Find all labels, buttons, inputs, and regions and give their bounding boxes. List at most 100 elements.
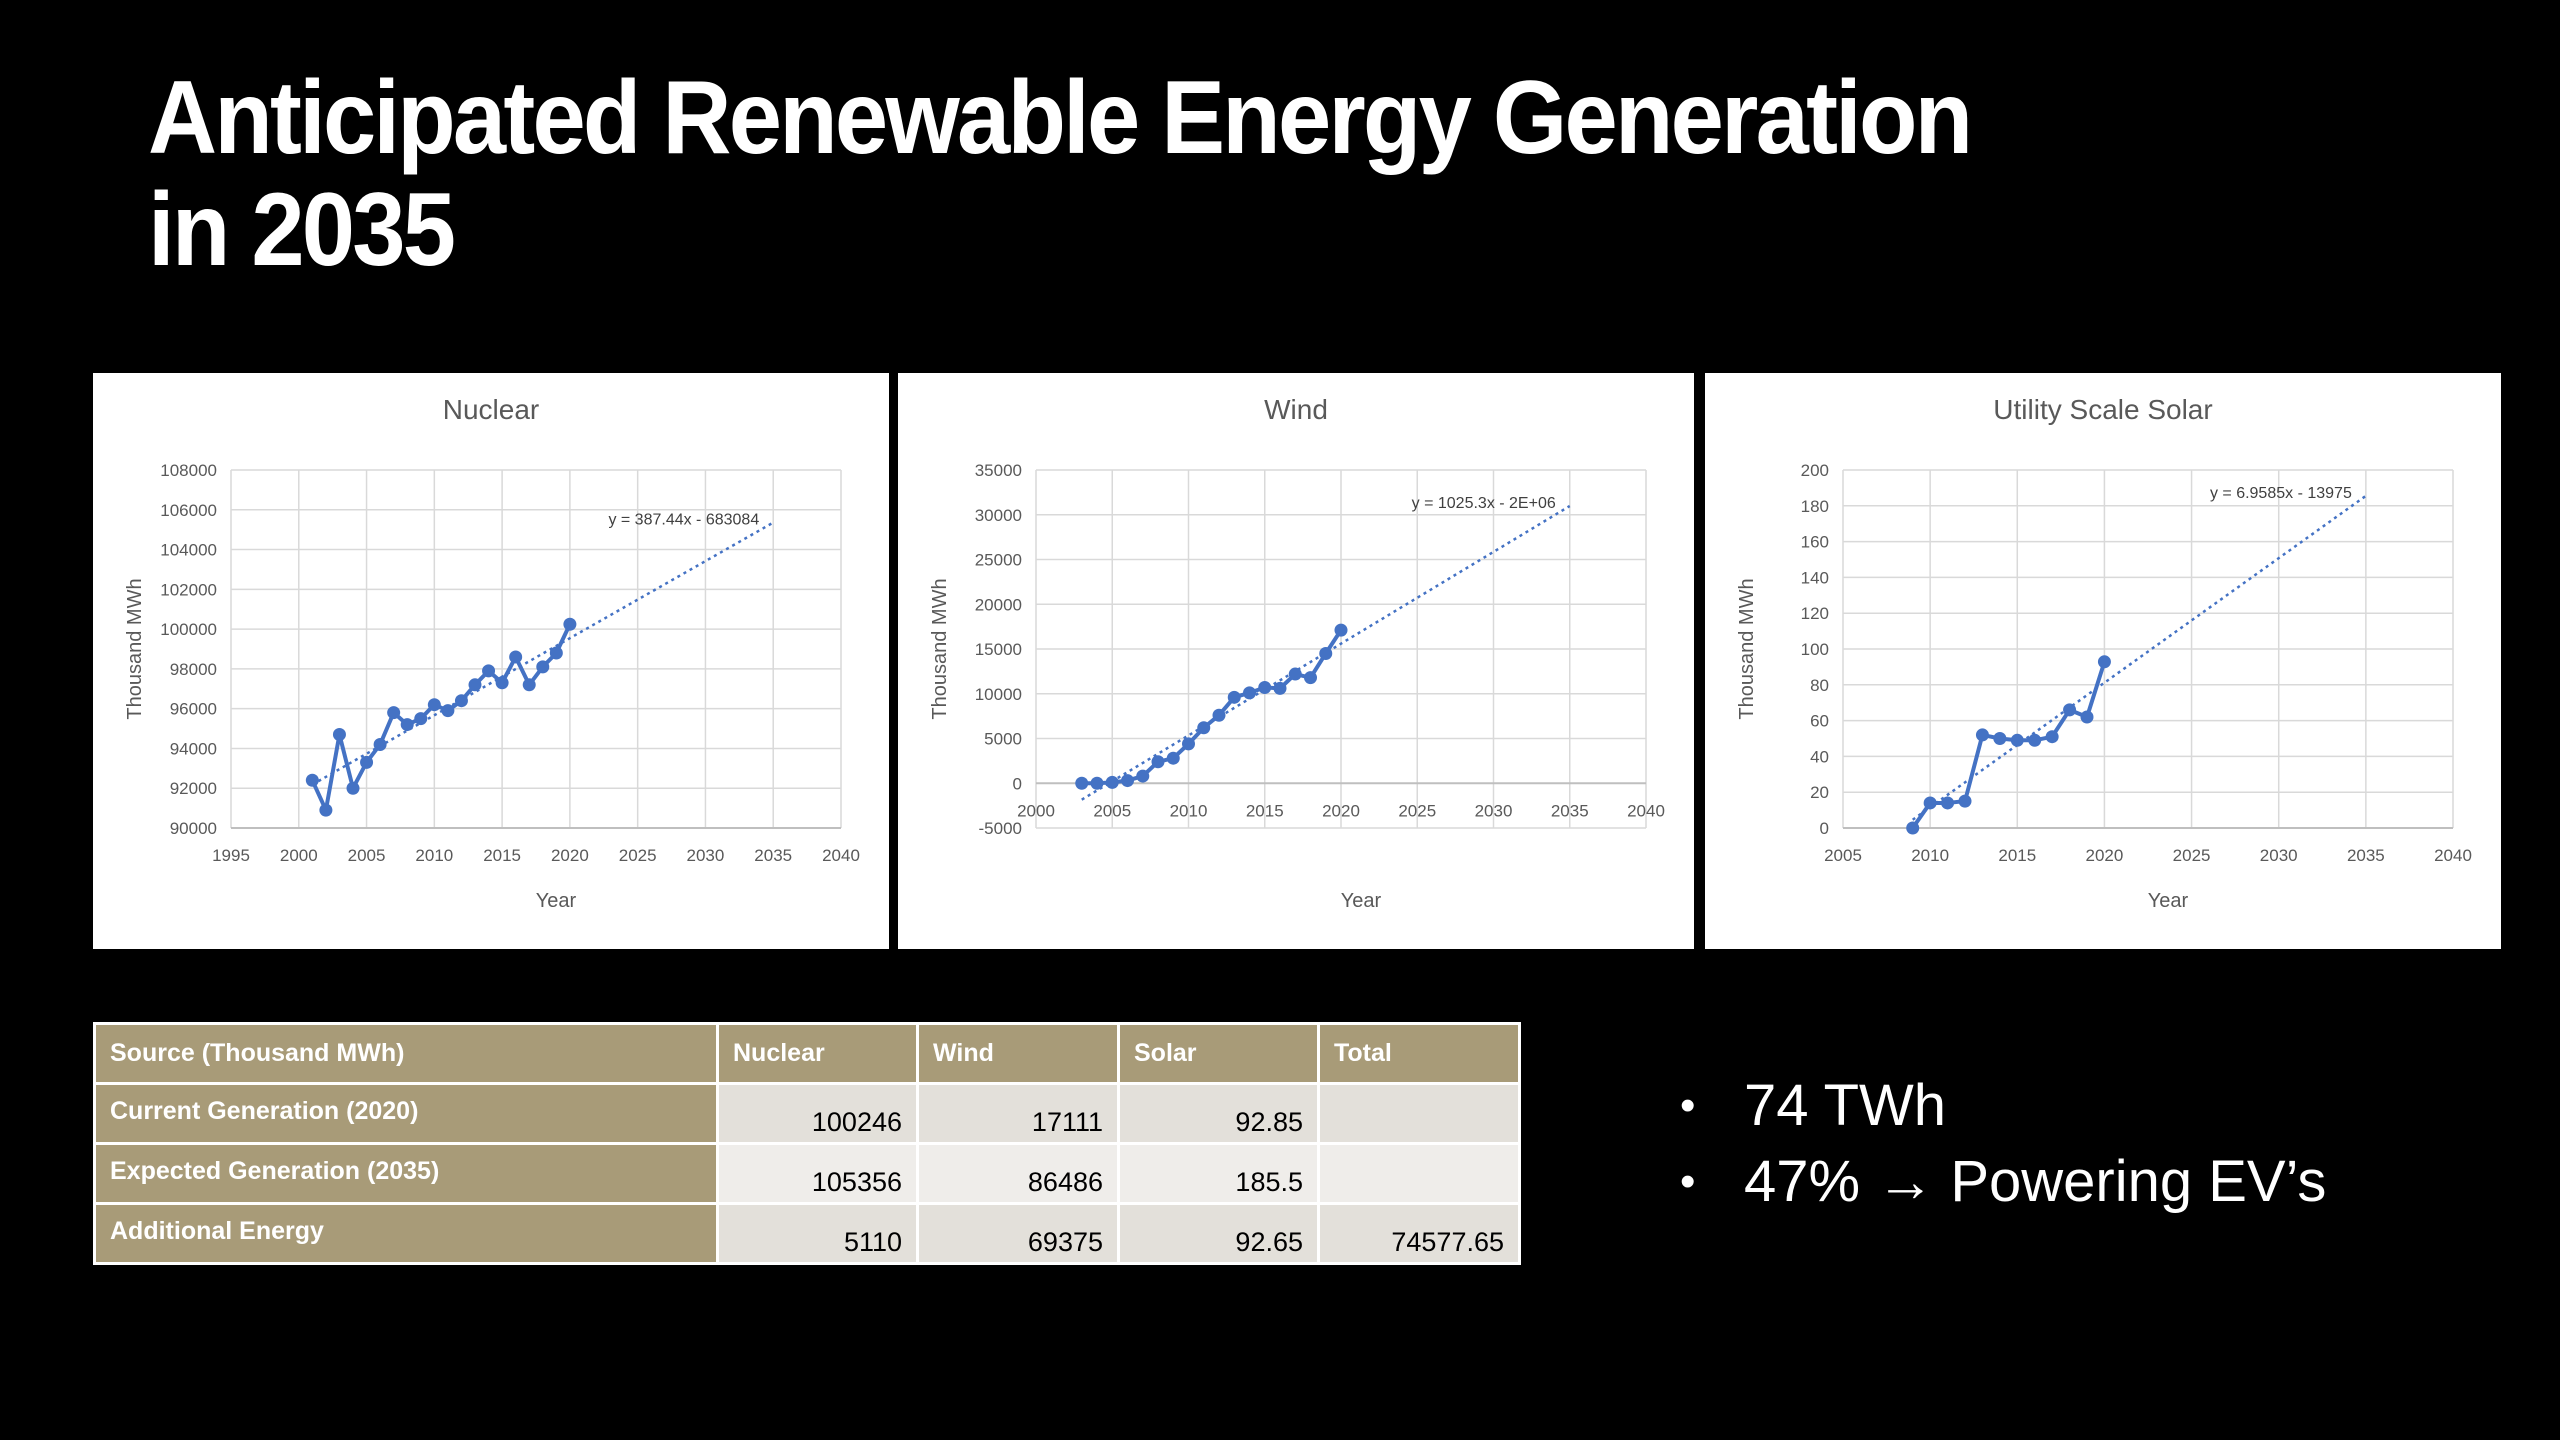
trendline — [1911, 494, 2367, 821]
bullet-text: 47% → Powering EV’s — [1744, 1149, 2327, 1214]
table-row: Current Generation (2020) 100246 17111 9… — [93, 1082, 1521, 1145]
y-tick-label: 140 — [1801, 568, 1829, 587]
data-point — [1197, 721, 1211, 735]
data-point — [2028, 733, 2042, 747]
series-line — [1081, 629, 1343, 786]
x-tick-label: 2035 — [2347, 846, 2385, 865]
x-tick-label: 2025 — [619, 846, 657, 865]
data-point — [2045, 730, 2059, 744]
table-cell: 92.85 — [1117, 1082, 1320, 1145]
y-axis-label: Thousand MWh — [929, 578, 951, 719]
slide-title-line-2: in 2035 — [148, 172, 456, 288]
y-tick-label: 106000 — [160, 501, 217, 520]
y-tick-label: 102000 — [160, 580, 217, 599]
table-cell: 100246 — [716, 1082, 919, 1145]
data-point — [1304, 671, 1317, 685]
bullet-item: • 47% → Powering EV’s — [1680, 1144, 2326, 1220]
y-axis-label: Thousand MWh — [124, 578, 146, 719]
data-point — [1182, 737, 1195, 751]
data-point — [360, 755, 374, 769]
chart-title: Utility Scale Solar — [1993, 394, 2212, 425]
y-tick-label: -5000 — [979, 819, 1022, 838]
chart-title: Wind — [1264, 394, 1328, 425]
y-tick-label: 35000 — [975, 461, 1022, 480]
x-tick-label: 2010 — [415, 846, 453, 865]
x-tick-label: 1995 — [212, 846, 250, 865]
solar-chart: Utility Scale Solar020406080100120140160… — [1736, 394, 2472, 912]
y-tick-label: 98000 — [170, 660, 217, 679]
data-point — [1243, 686, 1256, 700]
x-tick-label: 2040 — [1627, 801, 1665, 820]
bullet-text: 74 TWh — [1744, 1073, 1947, 1138]
x-tick-label: 2035 — [754, 846, 792, 865]
y-tick-label: 15000 — [975, 640, 1022, 659]
trendline-equation: y = 1025.3x - 2E+06 — [1412, 495, 1556, 512]
bullet-marker: • — [1680, 1081, 1696, 1130]
table-cell: 105356 — [716, 1142, 919, 1205]
data-point — [319, 803, 333, 817]
data-point — [2080, 710, 2094, 724]
data-point — [1993, 732, 2007, 745]
x-tick-label: 2015 — [1246, 801, 1284, 820]
table-header-nuclear: Nuclear — [716, 1022, 919, 1085]
table-row-label: Expected Generation (2035) — [93, 1142, 719, 1205]
x-tick-label: 2040 — [2434, 846, 2472, 865]
y-axis-label: Thousand MWh — [1736, 578, 1758, 719]
trendline — [311, 521, 774, 786]
data-point — [522, 678, 536, 692]
x-axis-label: Year — [1341, 890, 1382, 912]
table-header-total: Total — [1317, 1022, 1521, 1085]
y-tick-label: 30000 — [975, 506, 1022, 525]
x-tick-label: 2000 — [1017, 801, 1055, 820]
y-tick-label: 108000 — [160, 461, 217, 480]
wind-chart: Wind -5000 0 5000 10000 15000 20000 25000 30000 3… — [929, 394, 1665, 912]
y-tick-label: 0 — [1820, 819, 1829, 838]
data-point — [468, 678, 482, 692]
data-point — [509, 650, 523, 664]
data-point — [427, 698, 441, 712]
y-tick-label: 200 — [1801, 461, 1829, 480]
bullet-item: • 74 TWh — [1680, 1068, 2326, 1144]
data-point — [2097, 655, 2111, 669]
data-point — [1923, 796, 1937, 810]
x-tick-label: 2020 — [551, 846, 589, 865]
data-point — [400, 718, 414, 732]
table-cell — [1317, 1082, 1521, 1145]
data-point — [536, 660, 550, 674]
energy-table: Source (Thousand MWh) Nuclear Wind Solar… — [93, 1022, 1521, 1265]
slide-title: Anticipated Renewable Energy Generation … — [148, 62, 2172, 286]
data-point — [305, 773, 319, 787]
table-header-wind: Wind — [916, 1022, 1120, 1085]
slide-title-line-1: Anticipated Renewable Energy Generation — [148, 60, 1973, 176]
data-point — [1121, 774, 1134, 788]
y-tick-label: 90000 — [170, 819, 217, 838]
y-tick-label: 80 — [1810, 676, 1829, 695]
data-point — [1288, 667, 1302, 681]
y-tick-label: 20000 — [975, 595, 1022, 614]
x-tick-label: 2015 — [483, 846, 521, 865]
y-tick-label: 92000 — [170, 779, 217, 798]
data-point — [2063, 703, 2077, 717]
table-cell — [1317, 1142, 1521, 1205]
table-cell: 5110 — [716, 1202, 919, 1265]
y-tick-label: 96000 — [170, 700, 217, 719]
data-point — [454, 694, 468, 708]
trendline-equation: y = 6.9585x - 13975 — [2210, 485, 2352, 502]
data-point — [1906, 821, 1920, 835]
table-cell: 69375 — [916, 1202, 1120, 1265]
nuclear-chart: Nuclear 90000 92000 94000 96000 98000 100000 10… — [124, 394, 860, 912]
data-point — [1136, 769, 1150, 783]
data-point — [1975, 728, 1989, 742]
data-point — [1958, 794, 1972, 808]
data-point — [373, 737, 387, 751]
table-row-label: Additional Energy — [93, 1202, 719, 1265]
data-point — [563, 617, 577, 631]
data-point — [549, 646, 563, 660]
x-tick-label: 2025 — [2173, 846, 2211, 865]
data-point — [495, 676, 509, 690]
y-tick-label: 120 — [1801, 604, 1829, 623]
chart-title: Nuclear — [443, 394, 539, 425]
y-tick-label: 20 — [1810, 783, 1829, 802]
x-tick-label: 2030 — [2260, 846, 2298, 865]
y-tick-label: 60 — [1810, 712, 1829, 731]
